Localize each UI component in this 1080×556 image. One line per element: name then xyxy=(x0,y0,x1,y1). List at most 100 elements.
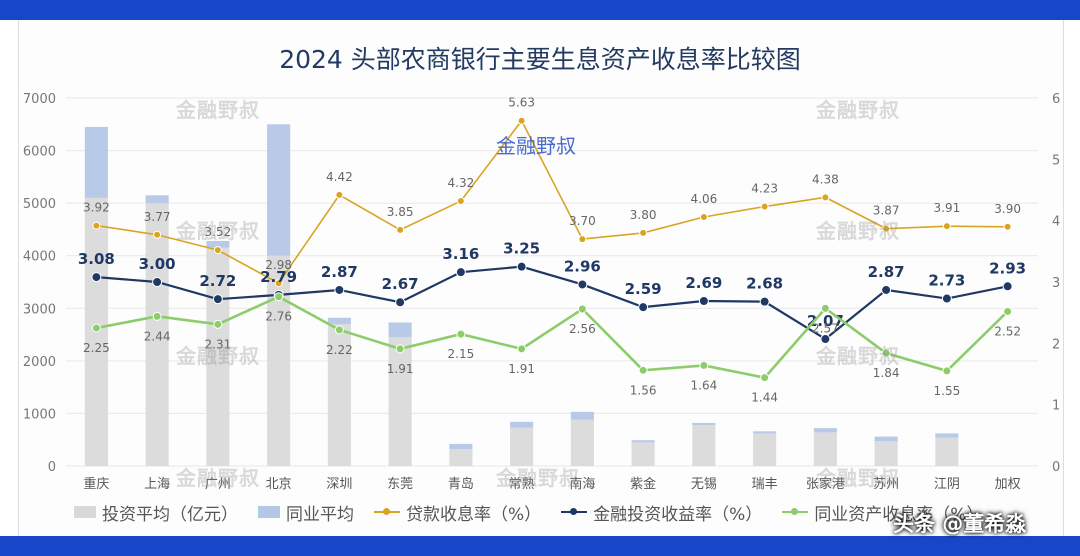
point-fin-yield xyxy=(395,297,406,308)
point-peer-rate xyxy=(760,373,770,383)
legend-item-peer-rate: 同业资产收息率（%） xyxy=(782,500,983,525)
data-label-fin-yield: 3.00 xyxy=(139,255,176,273)
legend-swatch-loan-rate xyxy=(374,507,400,517)
watermark: 金融野叔 xyxy=(816,344,900,368)
data-label-peer-rate: 2.25 xyxy=(83,341,110,355)
point-loan-rate xyxy=(92,221,101,230)
y-right-tick-label: 6 xyxy=(1052,92,1060,107)
bar-peer-avg xyxy=(874,436,898,442)
y-right-tick-label: 2 xyxy=(1052,337,1060,352)
point-peer-rate xyxy=(213,319,223,329)
bar-peer-avg xyxy=(753,431,777,434)
point-fin-yield xyxy=(212,294,223,305)
data-label-loan-rate: 4.38 xyxy=(812,172,839,186)
point-loan-rate xyxy=(1003,222,1012,231)
y-left-tick-label: 4000 xyxy=(23,250,56,265)
data-label-fin-yield: 3.16 xyxy=(442,245,479,263)
y-right-tick-label: 5 xyxy=(1052,153,1060,168)
legend-label-peer-avg: 同业平均 xyxy=(286,504,354,525)
data-label-fin-yield: 2.79 xyxy=(260,268,297,286)
series-line-loan-rate xyxy=(96,119,1008,285)
watermark: 金融野叔 xyxy=(816,219,900,243)
point-peer-rate xyxy=(942,366,952,376)
point-fin-yield xyxy=(334,284,345,295)
point-loan-rate xyxy=(699,212,708,221)
bar-invest xyxy=(388,337,412,466)
point-peer-rate xyxy=(456,329,466,339)
legend-label-peer-rate: 同业资产收息率（%） xyxy=(814,504,984,525)
data-label-loan-rate: 3.92 xyxy=(83,201,110,215)
data-label-peer-rate: 2.57 xyxy=(812,321,839,335)
legend-swatch-fin-yield xyxy=(561,507,588,517)
x-tick-label: 上海 xyxy=(144,477,170,492)
watermark: 金融野叔 xyxy=(816,466,900,490)
x-tick-label: 东莞 xyxy=(387,477,413,492)
data-label-fin-yield: 3.08 xyxy=(78,250,115,268)
data-label-loan-rate: 3.77 xyxy=(144,210,171,224)
data-label-peer-rate: 1.56 xyxy=(630,383,657,397)
point-peer-rate xyxy=(395,344,405,354)
point-loan-rate xyxy=(335,190,344,199)
data-label-peer-rate: 1.91 xyxy=(508,362,535,376)
legend-swatch-peer-rate xyxy=(782,507,809,517)
bar-peer-avg xyxy=(692,422,716,425)
watermark: 金融野叔 xyxy=(176,98,260,122)
chart-title: 2024 头部农商银行主要生息资产收息率比较图 xyxy=(279,45,801,74)
point-fin-yield xyxy=(881,284,892,295)
data-label-peer-rate: 1.84 xyxy=(873,366,900,380)
data-label-peer-rate: 1.64 xyxy=(691,378,718,392)
point-fin-yield xyxy=(698,296,709,307)
point-peer-rate xyxy=(152,311,162,321)
y-left-tick-label: 0 xyxy=(48,460,56,475)
x-tick-label: 青岛 xyxy=(448,476,474,492)
bar-invest xyxy=(449,449,473,466)
point-peer-rate xyxy=(1003,306,1013,316)
point-fin-yield xyxy=(941,293,952,304)
watermark: 金融野叔 xyxy=(176,466,260,490)
bar-invest xyxy=(327,324,351,466)
data-label-loan-rate: 3.80 xyxy=(630,208,657,222)
data-label-peer-rate: 2.76 xyxy=(265,310,292,324)
legend-label-fin-yield: 金融投资收益率（%） xyxy=(593,504,763,525)
point-fin-yield xyxy=(91,272,102,283)
legend-item-invest: 投资平均（亿元） xyxy=(74,500,238,525)
bar-peer-avg xyxy=(449,443,473,450)
point-peer-rate xyxy=(699,360,709,370)
legend-item-peer-avg: 同业平均 xyxy=(258,500,354,525)
point-loan-rate xyxy=(274,279,283,288)
y-left-tick-label: 3000 xyxy=(23,302,56,317)
point-fin-yield xyxy=(516,261,527,272)
watermark: 金融野叔 xyxy=(176,344,260,368)
data-label-loan-rate: 3.85 xyxy=(387,205,414,219)
series-line-fin-yield xyxy=(96,265,1008,341)
x-tick-label: 常熟 xyxy=(509,476,535,492)
x-tick-label: 广州 xyxy=(205,477,231,492)
point-fin-yield xyxy=(1002,281,1013,292)
data-label-fin-yield: 2.72 xyxy=(199,272,236,290)
bar-invest xyxy=(267,255,291,466)
bar-invest xyxy=(813,432,837,466)
data-label-peer-rate: 2.44 xyxy=(144,329,171,343)
data-label-loan-rate: 2.98 xyxy=(265,258,292,272)
data-label-peer-rate: 1.44 xyxy=(751,391,778,405)
bar-peer-avg xyxy=(84,126,108,198)
bar-peer-avg xyxy=(631,440,655,443)
bar-invest xyxy=(935,437,959,466)
bar-invest xyxy=(631,442,655,466)
x-tick-label: 重庆 xyxy=(83,476,109,492)
data-label-fin-yield: 3.25 xyxy=(503,240,540,258)
point-loan-rate xyxy=(213,246,222,255)
point-fin-yield xyxy=(577,279,588,290)
x-tick-label: 苏州 xyxy=(873,476,899,492)
point-loan-rate xyxy=(760,202,769,211)
data-label-loan-rate: 3.70 xyxy=(569,214,596,228)
legend-item-fin-yield: 金融投资收益率（%） xyxy=(561,500,762,525)
x-tick-label: 深圳 xyxy=(326,477,352,492)
point-fin-yield xyxy=(638,302,649,313)
watermark: 金融野叔 xyxy=(496,466,580,490)
data-label-loan-rate: 4.32 xyxy=(448,176,475,190)
watermark: 金融野叔 xyxy=(176,219,260,243)
point-peer-rate xyxy=(334,325,344,335)
watermark: 金融野叔 xyxy=(816,98,900,122)
